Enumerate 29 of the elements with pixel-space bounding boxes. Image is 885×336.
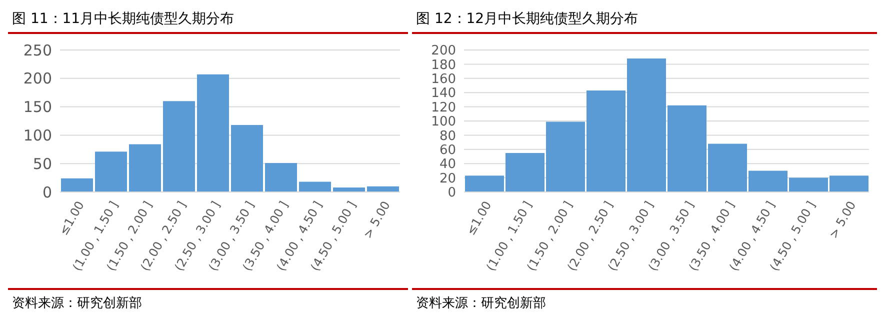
bar — [163, 101, 195, 192]
y-tick-label: 20 — [439, 171, 456, 186]
y-tick-label: 250 — [23, 41, 52, 60]
bar — [299, 182, 331, 192]
y-tick-label: 180 — [431, 58, 456, 73]
y-tick-label: 0 — [448, 186, 456, 201]
y-tick-label: 60 — [439, 143, 456, 158]
y-tick-label: 0 — [42, 183, 52, 202]
text: 资料来源：研究创新部 — [12, 295, 143, 312]
bar — [61, 178, 93, 192]
y-tick-label: 150 — [23, 98, 52, 116]
y-tick-label: 200 — [23, 70, 52, 88]
y-tick-label: 40 — [439, 157, 456, 172]
bar — [197, 74, 229, 192]
y-tick-label: 160 — [431, 72, 456, 88]
y-tick-label: 50 — [32, 154, 52, 173]
text: 资料来源：研究创新部 — [416, 295, 547, 312]
y-tick-label: 200 — [431, 44, 456, 59]
y-tick-label: 80 — [439, 128, 456, 144]
bar — [129, 144, 161, 192]
y-tick-label: 100 — [431, 114, 456, 130]
y-tick-label: 120 — [431, 100, 456, 116]
bar — [95, 152, 127, 192]
chart-title: 图 12：12月中长期纯债型久期分布 — [412, 8, 877, 34]
bar — [231, 124, 263, 192]
bar — [265, 163, 297, 192]
y-tick-label: 140 — [431, 86, 456, 102]
y-tick-label: 100 — [23, 126, 52, 145]
chart-title: 图 11：11月中长期纯债型久期分布 — [8, 8, 408, 34]
